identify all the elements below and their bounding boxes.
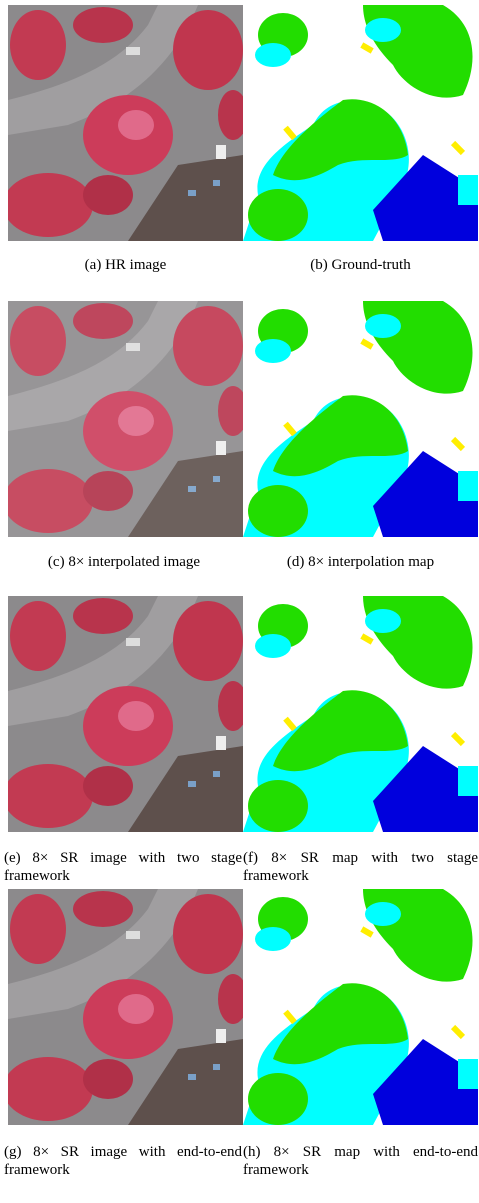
caption: (e) 8× SR image with two stage framework — [4, 849, 242, 885]
interpolated-image — [3, 301, 248, 537]
two-stage-sr-map — [243, 596, 478, 832]
caption: (h) 8× SR map with end-to-end framework — [243, 1143, 478, 1179]
interpolation-map — [243, 301, 478, 537]
page: {"panels": [ {"caption": "(a) HR image"}… — [0, 0, 479, 1203]
end-to-end-sr-image — [3, 889, 248, 1125]
caption: (d) 8× interpolation map — [243, 553, 478, 571]
figure-images — [0, 0, 479, 1203]
figure-page: (a) HR image (b) Ground-truth (c) 8× int… — [0, 0, 479, 1203]
hr-image — [3, 5, 248, 241]
end-to-end-sr-map — [243, 889, 478, 1125]
two-stage-sr-image — [3, 596, 248, 832]
caption: (a) HR image — [8, 256, 243, 274]
caption: (g) 8× SR image with end-to-end framewor… — [4, 1143, 242, 1179]
ground-truth-map — [243, 5, 478, 241]
caption: (b) Ground-truth — [243, 256, 478, 274]
caption: (c) 8× interpolated image — [4, 553, 244, 571]
caption: (f) 8× SR map with two stage framework — [243, 849, 478, 885]
